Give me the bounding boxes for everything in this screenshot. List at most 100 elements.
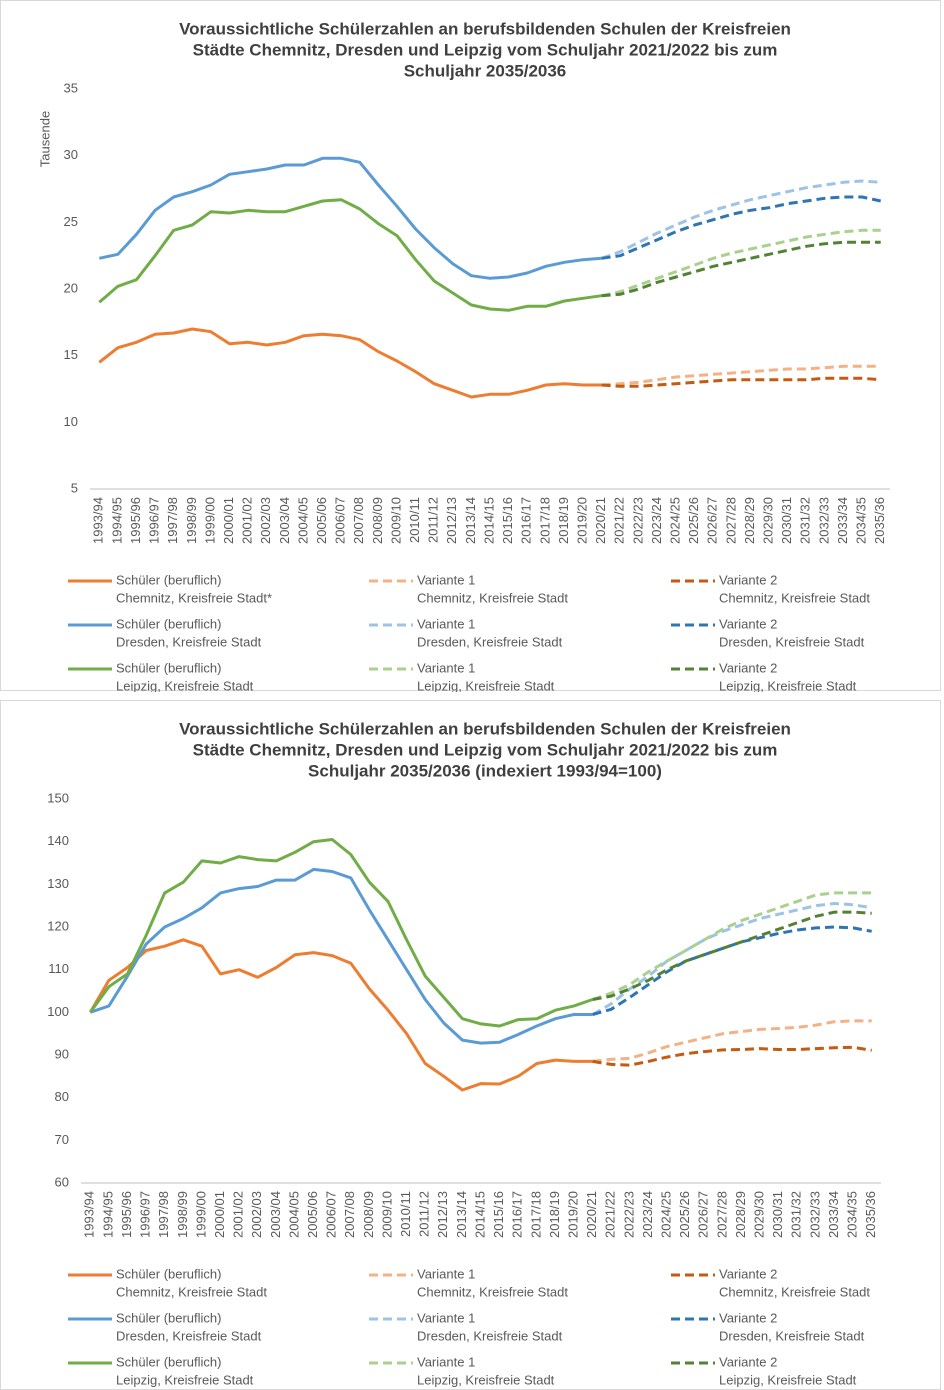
legend-region: Dresden, Kreisfreie Stadt (719, 634, 865, 649)
legend-label: Schüler (beruflich) (116, 1310, 222, 1325)
x-tick-label: 2007/08 (351, 497, 366, 544)
chart-title: Schuljahr 2035/2036 (404, 61, 567, 80)
legend-label: Schüler (beruflich) (116, 1354, 222, 1369)
x-tick-label: 2023/24 (649, 497, 664, 544)
y-tick-label: 130 (47, 876, 69, 891)
x-tick-label: 2009/10 (388, 497, 403, 544)
legend-label: Schüler (beruflich) (116, 660, 222, 675)
legend-label: Variante 2 (719, 1354, 777, 1369)
x-tick-label: 2028/29 (733, 1191, 748, 1238)
x-tick-label: 2035/36 (863, 1191, 878, 1238)
y-tick-label: 25 (64, 214, 78, 229)
x-tick-label: 2022/23 (621, 1191, 636, 1238)
legend-label: Variante 2 (719, 1310, 777, 1325)
legend-region: Leipzig, Kreisfreie Stadt (417, 678, 555, 692)
x-tick-label: 2034/35 (854, 497, 869, 544)
x-tick-label: 2003/04 (268, 1191, 283, 1238)
x-tick-label: 2019/20 (574, 497, 589, 544)
x-tick-label: 2014/15 (472, 1191, 487, 1238)
x-tick-label: 1997/98 (165, 497, 180, 544)
chart-title: Voraussichtliche Schülerzahlen an berufs… (179, 19, 791, 38)
legend-region: Dresden, Kreisfreie Stadt (116, 634, 262, 649)
series-line (592, 1045, 872, 1067)
x-tick-label: 2018/19 (556, 497, 571, 544)
chart-title: Schuljahr 2035/2036 (indexiert 1993/94=1… (308, 761, 662, 780)
x-tick-label: 1998/99 (184, 497, 199, 544)
x-tick-label: 2004/05 (286, 1191, 301, 1238)
x-tick-label: 2035/36 (872, 497, 887, 544)
y-tick-label: 150 (47, 790, 69, 805)
legend-region: Leipzig, Kreisfreie Stadt (417, 1372, 555, 1387)
chart-border (0, 0, 941, 691)
x-tick-label: 2033/34 (835, 497, 850, 544)
x-tick-label: 1993/94 (91, 497, 106, 544)
x-tick-label: 2011/12 (417, 1191, 432, 1237)
x-tick-label: 2017/18 (537, 497, 552, 544)
legend-region: Dresden, Kreisfreie Stadt (417, 1328, 563, 1343)
y-tick-label: 20 (64, 280, 78, 295)
x-tick-label: 2000/01 (212, 1191, 227, 1238)
legend-label: Variante 2 (719, 1266, 777, 1281)
x-tick-label: 2015/16 (500, 497, 515, 544)
series-line (601, 195, 882, 260)
legend-label: Variante 2 (719, 660, 777, 675)
y-tick-label: 70 (55, 1132, 69, 1147)
legend-region: Chemnitz, Kreisfreie Stadt* (116, 590, 272, 605)
x-tick-label: 2026/27 (696, 1191, 711, 1238)
x-tick-label: 2021/22 (612, 497, 627, 544)
legend-label: Variante 1 (417, 1266, 475, 1281)
x-tick-label: 2022/23 (630, 497, 645, 544)
x-tick-label: 2027/28 (714, 1191, 729, 1238)
x-tick-label: 2020/21 (593, 497, 608, 544)
x-tick-label: 1995/96 (119, 1191, 134, 1238)
y-tick-label: 30 (64, 147, 78, 162)
chart: Voraussichtliche Schülerzahlen an berufs… (0, 0, 941, 692)
x-tick-label: 2008/09 (370, 497, 385, 544)
x-tick-label: 2012/13 (435, 1191, 450, 1238)
y-axis-label: Tausende (37, 111, 52, 167)
x-tick-label: 2001/02 (231, 1191, 246, 1238)
x-tick-label: 2031/32 (798, 497, 813, 544)
x-tick-label: 2026/27 (705, 497, 720, 544)
x-tick-label: 2010/11 (407, 497, 422, 543)
series-line (601, 376, 881, 388)
legend-label: Schüler (beruflich) (116, 1266, 222, 1281)
chart-title: Voraussichtliche Schülerzahlen an berufs… (179, 719, 791, 738)
x-tick-label: 2002/03 (258, 497, 273, 544)
legend-label: Schüler (beruflich) (116, 616, 222, 631)
x-tick-label: 2020/21 (584, 1191, 599, 1238)
series-line (98, 327, 602, 399)
x-tick-label: 2025/26 (686, 497, 701, 544)
series-line (89, 838, 594, 1028)
series-line (601, 228, 881, 298)
series-line (98, 156, 602, 280)
legend-label: Variante 1 (417, 616, 475, 631)
x-tick-label: 2013/14 (454, 1191, 469, 1238)
legend-region: Chemnitz, Kreisfreie Stadt (417, 590, 568, 605)
x-tick-label: 2031/32 (789, 1191, 804, 1238)
x-tick-label: 1999/00 (193, 1191, 208, 1238)
series-line (592, 910, 872, 1001)
legend-region: Chemnitz, Kreisfreie Stadt (719, 590, 870, 605)
series-line (601, 179, 881, 260)
x-tick-label: 2015/16 (491, 1191, 506, 1238)
x-tick-label: 2016/17 (519, 497, 534, 544)
y-tick-label: 120 (47, 918, 69, 933)
x-tick-label: 2017/18 (528, 1191, 543, 1238)
series-line (89, 867, 593, 1045)
x-tick-label: 2012/13 (444, 497, 459, 544)
legend-region: Leipzig, Kreisfreie Stadt (719, 1372, 857, 1387)
x-tick-label: 2029/30 (761, 497, 776, 544)
series-line (601, 364, 881, 387)
x-tick-label: 2010/11 (398, 1191, 413, 1237)
x-tick-label: 2005/06 (305, 1191, 320, 1238)
x-tick-label: 2034/35 (845, 1191, 860, 1238)
y-tick-label: 15 (64, 347, 78, 362)
chart: Voraussichtliche Schülerzahlen an berufs… (0, 700, 941, 1390)
x-tick-label: 2027/28 (723, 497, 738, 544)
x-tick-label: 1994/95 (100, 1191, 115, 1238)
x-tick-label: 1996/97 (147, 497, 162, 544)
x-tick-label: 2006/07 (324, 1191, 339, 1238)
legend-region: Dresden, Kreisfreie Stadt (116, 1328, 262, 1343)
y-tick-label: 110 (48, 961, 69, 976)
